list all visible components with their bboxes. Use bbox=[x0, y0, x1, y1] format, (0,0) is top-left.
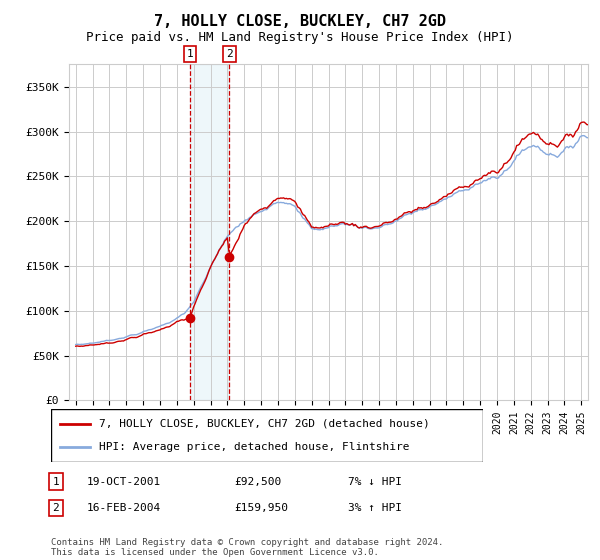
Text: 3% ↑ HPI: 3% ↑ HPI bbox=[348, 503, 402, 513]
Text: 2: 2 bbox=[226, 49, 233, 59]
Text: 1: 1 bbox=[187, 49, 194, 59]
Text: 16-FEB-2004: 16-FEB-2004 bbox=[87, 503, 161, 513]
Text: 1: 1 bbox=[52, 477, 59, 487]
Text: Price paid vs. HM Land Registry's House Price Index (HPI): Price paid vs. HM Land Registry's House … bbox=[86, 31, 514, 44]
Text: £92,500: £92,500 bbox=[234, 477, 281, 487]
Text: 2: 2 bbox=[52, 503, 59, 513]
Text: 19-OCT-2001: 19-OCT-2001 bbox=[87, 477, 161, 487]
Text: £159,950: £159,950 bbox=[234, 503, 288, 513]
Bar bbox=[190, 64, 229, 400]
Text: 7% ↓ HPI: 7% ↓ HPI bbox=[348, 477, 402, 487]
Text: Contains HM Land Registry data © Crown copyright and database right 2024.
This d: Contains HM Land Registry data © Crown c… bbox=[51, 538, 443, 557]
Text: 7, HOLLY CLOSE, BUCKLEY, CH7 2GD (detached house): 7, HOLLY CLOSE, BUCKLEY, CH7 2GD (detach… bbox=[98, 419, 429, 429]
Text: HPI: Average price, detached house, Flintshire: HPI: Average price, detached house, Flin… bbox=[98, 442, 409, 452]
Text: 7, HOLLY CLOSE, BUCKLEY, CH7 2GD: 7, HOLLY CLOSE, BUCKLEY, CH7 2GD bbox=[154, 14, 446, 29]
FancyBboxPatch shape bbox=[51, 409, 483, 462]
